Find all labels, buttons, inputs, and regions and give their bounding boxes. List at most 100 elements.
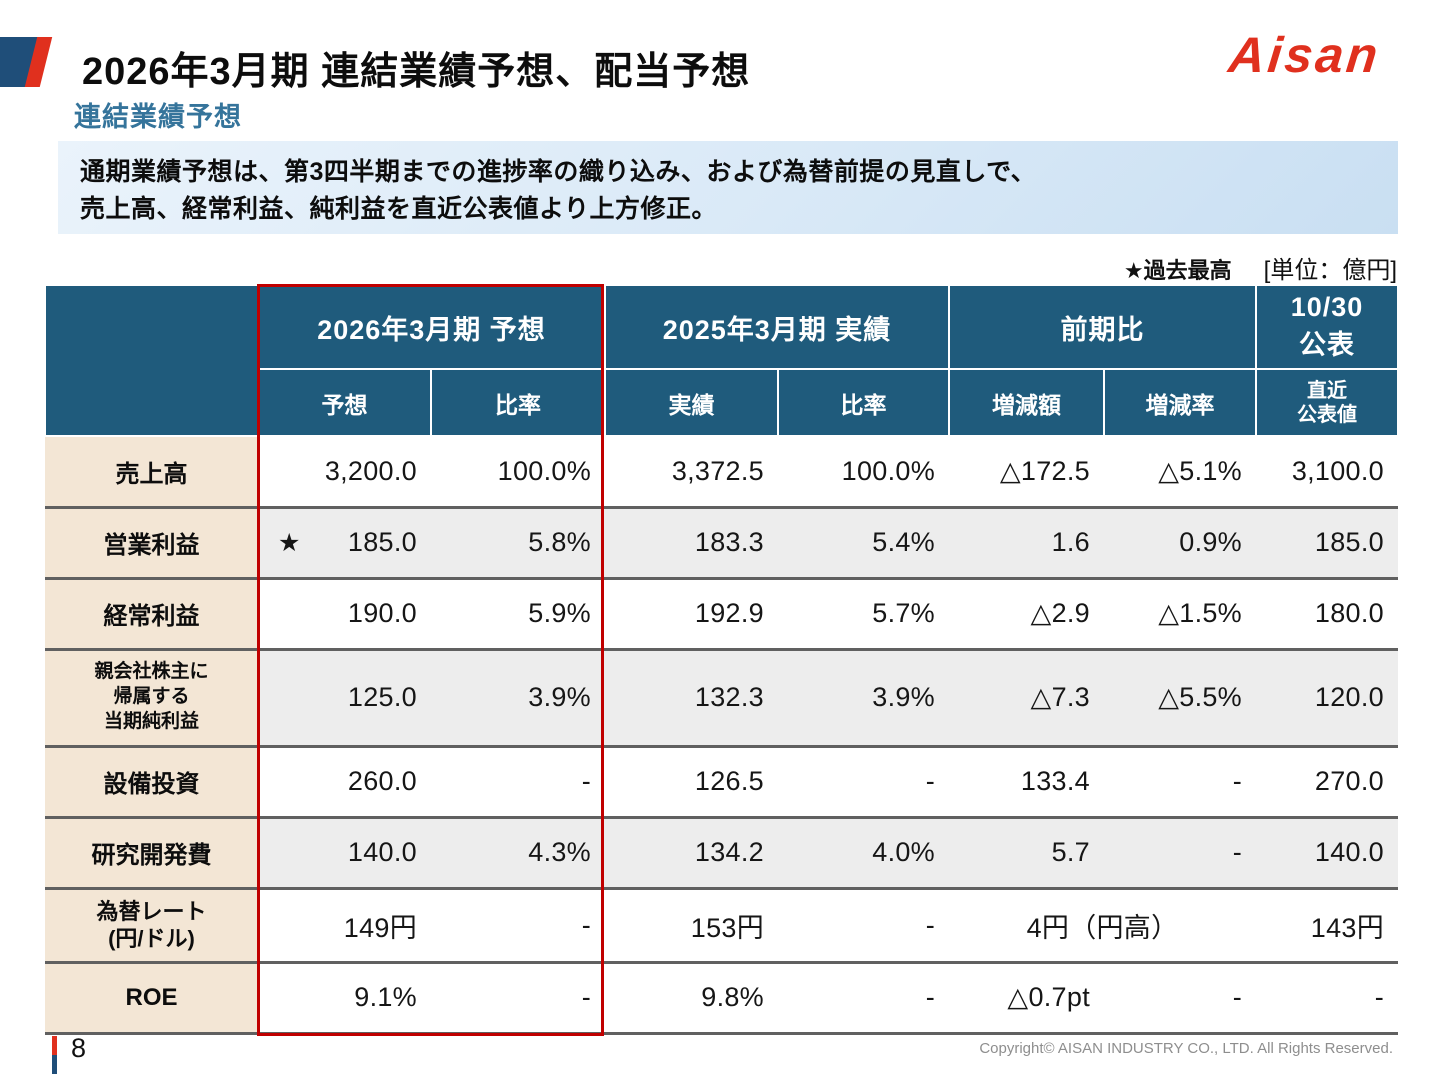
col-group-1030-announced: 10/30 公表 — [1255, 284, 1399, 370]
table-row: 売上高 3,200.0 100.0% 3,372.5 100.0% △172.5 △5.1%… — [45, 436, 1398, 507]
value-cell: - — [431, 962, 605, 1033]
value-cell: 180.0 — [1256, 578, 1398, 649]
value-cell: 134.2 — [605, 817, 778, 888]
col-group-1030-line1: 10/30 — [1290, 292, 1364, 322]
page-title: 2026年3月期 連結業績予想、配当予想 — [82, 51, 751, 93]
page-number-accent-bar — [52, 1036, 57, 1074]
value-cell: 4.0% — [778, 817, 949, 888]
value-cell: △5.1% — [1104, 436, 1256, 507]
col-header-ratio-2025: 比率 — [777, 368, 950, 437]
value-cell: 9.1% — [258, 962, 431, 1033]
col-header-change-rate: 増減率 — [1103, 368, 1257, 437]
summary-note-box: 通期業績予想は、第3四半期までの進捗率の織り込み、および為替前提の見直しで、 売… — [58, 141, 1398, 234]
col-header-forecast: 予想 — [257, 368, 432, 437]
value-cell: 3.9% — [778, 649, 949, 746]
value-cell: 140.0 — [1256, 817, 1398, 888]
record-high-legend: ★過去最高 — [1123, 258, 1232, 283]
value-cell: 3.9% — [431, 649, 605, 746]
forecast-table: 2026年3月期 予想 2025年3月期 実績 前期比 10/30 公表 予想 … — [44, 284, 1399, 1035]
value-cell: △1.5% — [1104, 578, 1256, 649]
table-row: ROE 9.1% -9.8% - △0.7pt - - — [45, 962, 1398, 1033]
value-cell: 125.0 — [258, 649, 431, 746]
record-high-star-icon: ★ — [278, 528, 301, 557]
col-group-1030-line2: 公表 — [1299, 330, 1355, 360]
col-group-fy2026-forecast: 2026年3月期 予想 — [257, 284, 606, 370]
value-cell: 100.0% — [778, 436, 949, 507]
table-row: 親会社株主に 帰属する 当期純利益 125.0 3.9% 132.3 3.9% △7.3 △5.… — [45, 649, 1398, 746]
value-cell: - — [778, 888, 949, 962]
table-row: 設備投資 260.0-126.5-133.4-270.0 — [45, 746, 1398, 817]
col-header-ratio-2026: 比率 — [430, 368, 606, 437]
value-cell: 270.0 — [1256, 746, 1398, 817]
value-cell: - — [1104, 962, 1256, 1033]
table-row: 為替レート (円/ドル) 149円 -153円 -4円（円高） 143円 — [45, 888, 1398, 962]
col-header-actual: 実績 — [604, 368, 779, 437]
summary-note-line2: 売上高、経常利益、純利益を直近公表値より上方修正。 — [80, 195, 718, 223]
col-group-fy2025-actual: 2025年3月期 実績 — [604, 284, 950, 370]
value-cell: 5.7% — [778, 578, 949, 649]
value-cell: - — [1104, 817, 1256, 888]
value-cell: 3,200.0 — [258, 436, 431, 507]
value-cell: ★ 185.0 — [258, 507, 431, 578]
row-label: 設備投資 — [45, 746, 258, 817]
row-label: 売上高 — [45, 436, 258, 507]
value-cell: △5.5% — [1104, 649, 1256, 746]
value-cell: - — [431, 888, 605, 962]
summary-note-line1: 通期業績予想は、第3四半期までの進捗率の織り込み、および為替前提の見直しで、 — [80, 158, 1037, 186]
col-group-yoy: 前期比 — [948, 284, 1257, 370]
value-cell: 190.0 — [258, 578, 431, 649]
cell-value: 185.0 — [347, 527, 417, 557]
row-label: 親会社株主に 帰属する 当期純利益 — [45, 649, 258, 746]
value-cell: 260.0 — [258, 746, 431, 817]
table-row: 経常利益 190.0 5.9% 192.9 5.7% △2.9 △1.5% 180.0 — [45, 578, 1398, 649]
corner-header-cell — [44, 284, 259, 437]
aisan-logo: Aisan — [1225, 27, 1383, 83]
col-header-latest-line2: 公表値 — [1297, 403, 1357, 426]
value-cell: - — [778, 746, 949, 817]
row-label: 経常利益 — [45, 578, 258, 649]
value-cell: 143円 — [1256, 888, 1398, 962]
row-label: 研究開発費 — [45, 817, 258, 888]
page-number: 8 — [71, 1033, 87, 1063]
table-body: 売上高 3,200.0 100.0% 3,372.5 100.0% △172.5 △5.1%… — [45, 436, 1398, 1033]
value-cell: - — [778, 962, 949, 1033]
value-cell: 3,372.5 — [605, 436, 778, 507]
row-label: ROE — [45, 962, 258, 1033]
value-cell: 9.8% — [605, 962, 778, 1033]
value-cell: △172.5 — [949, 436, 1104, 507]
col-header-latest-announced: 直近 公表値 — [1255, 368, 1399, 437]
value-cell: 4.3% — [431, 817, 605, 888]
value-cell: 149円 — [258, 888, 431, 962]
value-cell: 4円（円高） — [949, 888, 1256, 962]
value-cell: 153円 — [605, 888, 778, 962]
value-cell: 5.7 — [949, 817, 1104, 888]
row-label: 為替レート (円/ドル) — [45, 888, 258, 962]
value-cell: △0.7pt — [949, 962, 1104, 1033]
value-cell: 183.3 — [605, 507, 778, 578]
value-cell: 5.8% — [431, 507, 605, 578]
value-cell: 3,100.0 — [1256, 436, 1398, 507]
section-subtitle: 連結業績予想 — [74, 102, 242, 132]
value-cell: 5.9% — [431, 578, 605, 649]
value-cell: - — [431, 746, 605, 817]
value-cell: 1.6 — [949, 507, 1104, 578]
copyright-text: Copyright© AISAN INDUSTRY CO., LTD. All … — [979, 1040, 1393, 1057]
table-row: 研究開発費 140.0 4.3% 134.2 4.0% 5.7-140.0 — [45, 817, 1398, 888]
table-notes: ★過去最高 [単位：億円] — [1124, 250, 1397, 285]
value-cell: 133.4 — [949, 746, 1104, 817]
value-cell: 192.9 — [605, 578, 778, 649]
value-cell: 126.5 — [605, 746, 778, 817]
table-row: 営業利益 ★ 185.0 5.8% 183.3 5.4% 1.6 0.9% 185.0 — [45, 507, 1398, 578]
value-cell: 100.0% — [431, 436, 605, 507]
value-cell: 140.0 — [258, 817, 431, 888]
value-cell: 132.3 — [605, 649, 778, 746]
value-cell: △2.9 — [949, 578, 1104, 649]
value-cell: 185.0 — [1256, 507, 1398, 578]
col-header-change-amount: 増減額 — [948, 368, 1105, 437]
value-cell: - — [1256, 962, 1398, 1033]
value-cell: - — [1104, 746, 1256, 817]
value-cell: 0.9% — [1104, 507, 1256, 578]
unit-label: [単位：億円] — [1263, 257, 1397, 284]
value-cell: 120.0 — [1256, 649, 1398, 746]
